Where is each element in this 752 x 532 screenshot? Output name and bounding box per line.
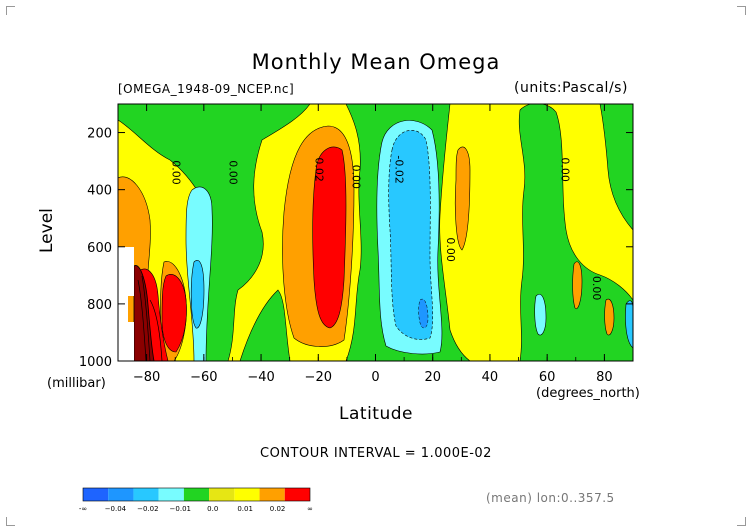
y-tick-label: 1000 bbox=[79, 355, 112, 370]
region-red-tropics bbox=[312, 146, 347, 329]
x-tick-label: 40 bbox=[482, 370, 499, 385]
colorbar-swatch bbox=[83, 488, 109, 501]
region-orange-north-b bbox=[572, 261, 583, 310]
colorbar-swatch bbox=[133, 488, 159, 501]
contour-label: 0.02 bbox=[312, 157, 325, 182]
corner-mark-bottom-left bbox=[6, 517, 15, 526]
contour-label: 0.00 bbox=[169, 160, 182, 185]
colorbar-swatch bbox=[183, 488, 210, 501]
chart-title: Monthly Mean Omega bbox=[251, 50, 501, 74]
corner-mark-top-left bbox=[6, 6, 15, 15]
y-ticks: 200 400 600 800 1000 bbox=[79, 127, 633, 370]
region-darkred-southpole bbox=[133, 265, 155, 361]
colorbar-swatch bbox=[234, 488, 260, 501]
region-green-north bbox=[518, 104, 633, 361]
region-missing-data bbox=[118, 247, 134, 361]
colorbar-label: ∞ bbox=[307, 505, 313, 513]
colorbar-label: −0.04 bbox=[105, 505, 127, 513]
x-tick-label: −40 bbox=[247, 370, 274, 385]
colorbar-label: -∞ bbox=[79, 505, 87, 513]
region-red-south bbox=[161, 274, 187, 353]
plot-area bbox=[118, 104, 633, 361]
y-tick-label: 400 bbox=[87, 184, 112, 199]
contour-label: 0.00 bbox=[558, 157, 571, 182]
file-label: [OMEGA_1948-09_NCEP.nc] bbox=[118, 82, 295, 96]
colorbar-swatch bbox=[108, 488, 134, 501]
colorbar-label: −0.01 bbox=[170, 505, 191, 513]
colorbar-label: −0.02 bbox=[137, 505, 158, 513]
region-orange-north-a bbox=[454, 146, 471, 251]
contour-interval-text: CONTOUR INTERVAL = 1.000E-02 bbox=[260, 446, 492, 461]
region-green-northpole bbox=[599, 104, 633, 231]
colorbar-label: 0.02 bbox=[270, 505, 286, 513]
region-deepblue-center bbox=[418, 298, 429, 329]
corner-mark-top-right bbox=[737, 6, 746, 15]
contour-label: -0.02 bbox=[393, 155, 406, 183]
colorbar-swatch bbox=[259, 488, 285, 501]
contour-label: 0.00 bbox=[227, 160, 240, 185]
colorbar: -∞ −0.04 −0.02 −0.01 0.0 0.01 0.02 ∞ bbox=[79, 487, 313, 513]
y-tick-label: 600 bbox=[87, 241, 112, 256]
region-blue-south bbox=[190, 260, 205, 329]
colorbar-label: 0.01 bbox=[237, 505, 253, 513]
x-axis-label: Latitude bbox=[339, 404, 413, 424]
region-orange-north-c bbox=[604, 298, 615, 336]
x-tick-label: 80 bbox=[596, 370, 613, 385]
colorbar-swatch bbox=[209, 488, 235, 501]
x-ticks: −80 −60 −40 −20 0 20 40 60 80 bbox=[117, 104, 634, 385]
contour-label: 0.00 bbox=[590, 276, 603, 301]
colorbar-swatch bbox=[158, 488, 184, 501]
region-blue-center bbox=[388, 130, 433, 340]
x-tick-label: −20 bbox=[305, 370, 332, 385]
colorbar-swatch bbox=[284, 488, 310, 501]
x-tick-label: 0 bbox=[371, 370, 379, 385]
region-cyan-north bbox=[534, 294, 547, 336]
region-green-high-south bbox=[118, 104, 311, 361]
region-blue-northpole bbox=[625, 300, 633, 349]
x-tick-label: 60 bbox=[539, 370, 556, 385]
contour-lines-southpole bbox=[137, 275, 163, 361]
y-tick-label: 200 bbox=[87, 127, 112, 142]
x-tick-label: 20 bbox=[424, 370, 441, 385]
colorbar-frame bbox=[82, 487, 311, 502]
units-label: (units:Pascal/s) bbox=[514, 80, 628, 96]
region-green-low-south bbox=[239, 289, 291, 361]
contour-label: 0.00 bbox=[444, 237, 457, 262]
x-axis-unit: (degrees_north) bbox=[536, 386, 640, 401]
x-tick-label: −60 bbox=[190, 370, 217, 385]
contour-label: 0.00 bbox=[350, 165, 363, 190]
corner-mark-bottom-right bbox=[737, 517, 746, 526]
y-axis-unit: (millibar) bbox=[47, 376, 106, 391]
mean-lon-text: (mean) lon:0..357.5 bbox=[486, 491, 615, 505]
y-tick-label: 800 bbox=[87, 298, 112, 313]
x-tick-label: −80 bbox=[133, 370, 160, 385]
colorbar-label: 0.0 bbox=[207, 505, 218, 513]
contour-labels: 0.00 0.00 0.02 0.00 -0.02 0.00 0.00 0.00 bbox=[169, 155, 603, 300]
